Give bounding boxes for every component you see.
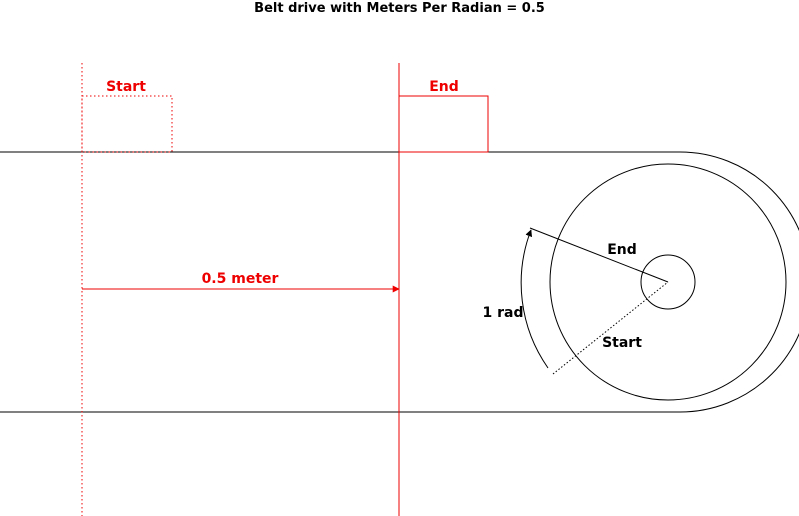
pulley-start-radius: [552, 281, 669, 375]
pulley-end-radius: [529, 227, 669, 283]
pulley-outer-circle: [549, 163, 787, 401]
belt-end-label: End: [429, 79, 459, 95]
belt-end-box: [398, 95, 489, 153]
belt-start-label: Start: [106, 79, 146, 95]
angle-label: 1 rad: [483, 305, 524, 321]
rotation-arc-arrow: [520, 229, 549, 369]
pulley-start-label: Start: [602, 335, 642, 351]
belt-outline: [0, 151, 799, 413]
diagram-title: Belt drive with Meters Per Radian = 0.5: [254, 1, 545, 16]
pulley-hub-circle: [640, 254, 696, 310]
pulley-end-label: End: [607, 242, 637, 258]
belt-start-box: [81, 95, 173, 153]
distance-label: 0.5 meter: [202, 271, 279, 287]
